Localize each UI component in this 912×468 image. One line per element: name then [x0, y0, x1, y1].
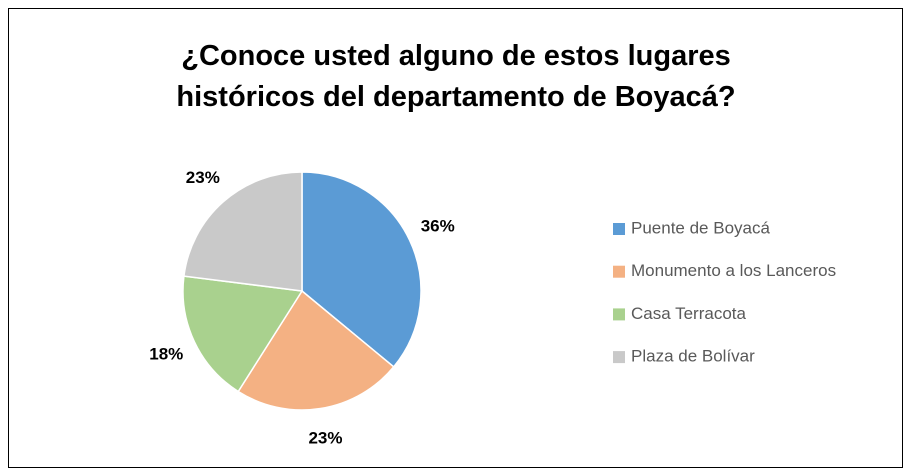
data-label: 18%: [149, 344, 183, 363]
legend-label: Casa Terracota: [631, 304, 747, 323]
data-label: 23%: [308, 429, 342, 448]
chart: 36% 23% 18% 23% Puente de Boyacá Monumento a …: [149, 168, 836, 448]
legend-swatch: [613, 265, 625, 278]
legend-label: Monumento a los Lanceros: [631, 261, 836, 280]
chart-title: ¿Conoce usted alguno de estos lugares hi…: [176, 40, 736, 113]
legend-swatch: [613, 223, 625, 235]
page: ¿Conoce usted alguno de estos lugares hi…: [8, 8, 903, 468]
legend-swatch: [613, 351, 625, 364]
data-label: 23%: [186, 168, 220, 187]
pie-slice: [183, 171, 303, 292]
legend-label: Plaza de Bolívar: [631, 347, 755, 366]
pie-slice: [301, 171, 422, 368]
legend-label: Puente de Boyacá: [631, 218, 770, 237]
pie-slice: [182, 275, 304, 393]
legend-swatch: [613, 308, 625, 321]
data-label: 36%: [421, 217, 455, 236]
pie-slice: [237, 289, 395, 411]
